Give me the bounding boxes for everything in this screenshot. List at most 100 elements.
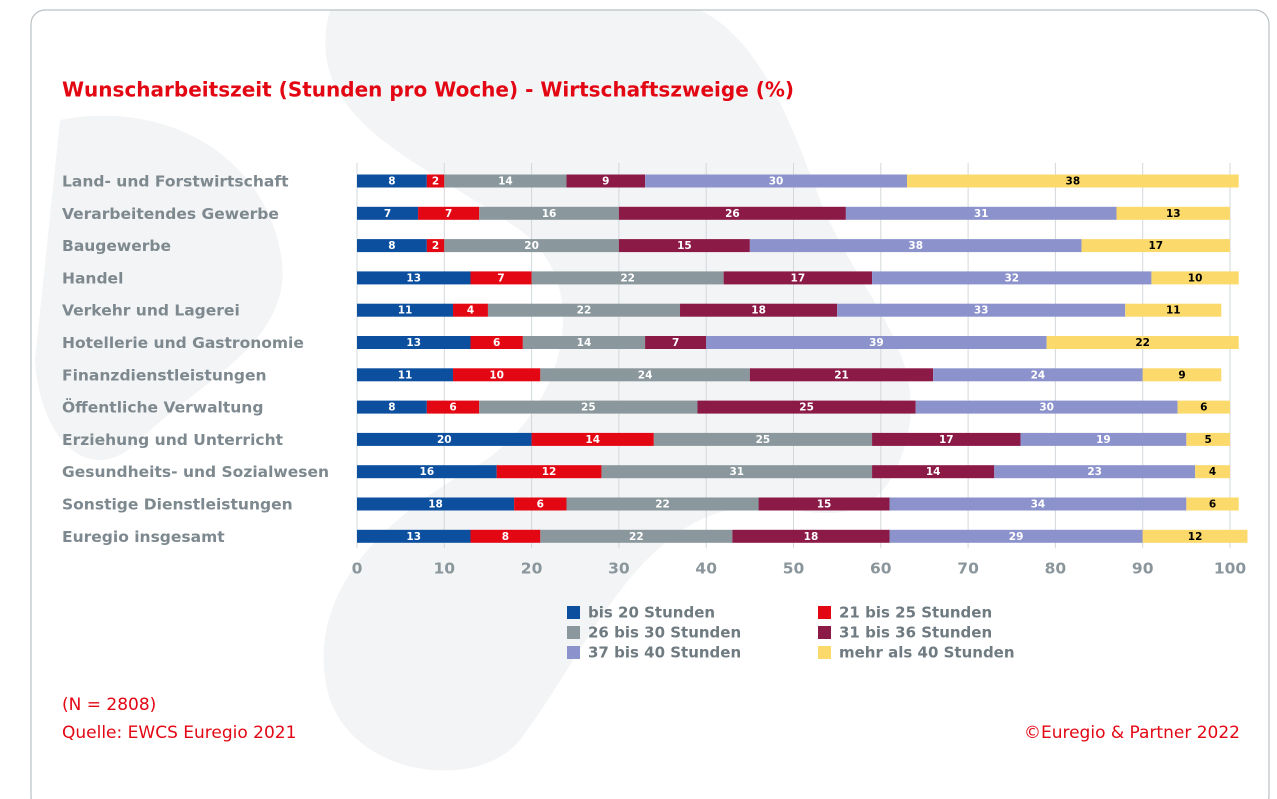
category-label: Land- und Forstwirtschaft: [62, 173, 289, 191]
background-shapes: [35, 10, 911, 771]
legend-label: bis 20 Stunden: [588, 604, 715, 622]
data-label: 29: [1009, 531, 1024, 543]
data-label: 8: [388, 402, 395, 414]
category-label: Erziehung und Unterricht: [62, 431, 284, 449]
x-tick-label: 40: [695, 560, 717, 578]
data-label: 4: [1209, 466, 1216, 478]
data-label: 6: [1209, 499, 1216, 511]
legend-label: 37 bis 40 Stunden: [588, 644, 741, 662]
legend-label: mehr als 40 Stunden: [839, 644, 1015, 662]
x-tick-label: 100: [1214, 560, 1247, 578]
data-label: 11: [398, 369, 413, 381]
data-label: 15: [677, 240, 692, 252]
data-label: 31: [729, 466, 744, 478]
x-tick-label: 30: [608, 560, 630, 578]
data-label: 38: [1066, 176, 1081, 188]
data-label: 25: [799, 402, 814, 414]
data-label: 24: [1031, 369, 1046, 381]
data-label: 25: [756, 434, 771, 446]
data-label: 19: [1096, 434, 1111, 446]
category-label: Öffentliche Verwaltung: [62, 398, 263, 417]
data-label: 17: [939, 434, 954, 446]
data-label: 13: [1166, 208, 1181, 220]
data-label: 12: [1188, 531, 1203, 543]
data-label: 39: [869, 337, 884, 349]
legend-label: 31 bis 36 Stunden: [839, 624, 992, 642]
data-label: 14: [926, 466, 941, 478]
data-label: 6: [493, 337, 500, 349]
data-label: 18: [428, 499, 443, 511]
x-tick-label: 90: [1132, 560, 1154, 578]
category-label: Baugewerbe: [62, 237, 171, 255]
data-label: 30: [769, 176, 784, 188]
legend-swatch: [567, 626, 580, 639]
x-tick-label: 70: [957, 560, 979, 578]
x-tick-label: 10: [434, 560, 456, 578]
data-label: 8: [388, 240, 395, 252]
legend-swatch: [567, 646, 580, 659]
legend-swatch: [818, 646, 831, 659]
data-label: 6: [1200, 402, 1207, 414]
data-label: 23: [1087, 466, 1102, 478]
data-label: 13: [406, 337, 421, 349]
data-label: 2: [432, 240, 439, 252]
data-label: 34: [1031, 499, 1046, 511]
source: Quelle: EWCS Euregio 2021: [62, 723, 296, 743]
data-label: 11: [398, 305, 413, 317]
x-tick-label: 80: [1045, 560, 1067, 578]
data-label: 26: [725, 208, 740, 220]
data-label: 18: [804, 531, 819, 543]
data-label: 16: [420, 466, 435, 478]
data-label: 30: [1039, 402, 1054, 414]
data-label: 22: [620, 272, 635, 284]
legend-label: 26 bis 30 Stunden: [588, 624, 741, 642]
data-label: 20: [437, 434, 452, 446]
category-label: Finanzdienstleistungen: [62, 366, 267, 384]
x-tick-label: 0: [352, 560, 363, 578]
legend-label: 21 bis 25 Stunden: [839, 604, 992, 622]
data-label: 21: [834, 369, 849, 381]
data-label: 22: [629, 531, 644, 543]
data-label: 7: [445, 208, 452, 220]
data-label: 14: [498, 176, 513, 188]
data-label: 24: [638, 369, 653, 381]
category-label: Verarbeitendes Gewerbe: [62, 205, 279, 223]
x-tick-label: 20: [521, 560, 543, 578]
legend-swatch: [818, 626, 831, 639]
chart: Wunscharbeitszeit (Stunden pro Woche) - …: [0, 0, 1277, 799]
data-label: 12: [542, 466, 557, 478]
data-label: 18: [751, 305, 766, 317]
category-label: Hotellerie und Gastronomie: [62, 334, 304, 352]
data-label: 16: [542, 208, 557, 220]
data-label: 17: [791, 272, 806, 284]
data-label: 15: [817, 499, 832, 511]
data-label: 13: [406, 531, 421, 543]
copyright: ©Euregio & Partner 2022: [1024, 723, 1240, 743]
data-label: 9: [602, 176, 609, 188]
data-label: 22: [655, 499, 670, 511]
x-tick-label: 60: [870, 560, 892, 578]
legend-swatch: [567, 606, 580, 619]
chart-title: Wunscharbeitszeit (Stunden pro Woche) - …: [62, 78, 794, 102]
data-label: 13: [406, 272, 421, 284]
data-label: 8: [388, 176, 395, 188]
data-label: 2: [432, 176, 439, 188]
data-label: 14: [577, 337, 592, 349]
data-label: 22: [577, 305, 592, 317]
category-label: Sonstige Dienstleistungen: [62, 496, 293, 514]
data-label: 7: [384, 208, 391, 220]
data-label: 20: [524, 240, 539, 252]
data-label: 7: [672, 337, 679, 349]
data-label: 31: [974, 208, 989, 220]
sample-note: (N = 2808): [62, 695, 156, 715]
category-label: Euregio insgesamt: [62, 528, 225, 546]
data-label: 10: [489, 369, 504, 381]
data-label: 22: [1135, 337, 1150, 349]
x-tick-label: 50: [783, 560, 805, 578]
data-label: 6: [449, 402, 456, 414]
data-label: 25: [581, 402, 596, 414]
data-label: 17: [1148, 240, 1163, 252]
data-label: 7: [497, 272, 504, 284]
data-label: 5: [1205, 434, 1212, 446]
data-label: 8: [502, 531, 509, 543]
